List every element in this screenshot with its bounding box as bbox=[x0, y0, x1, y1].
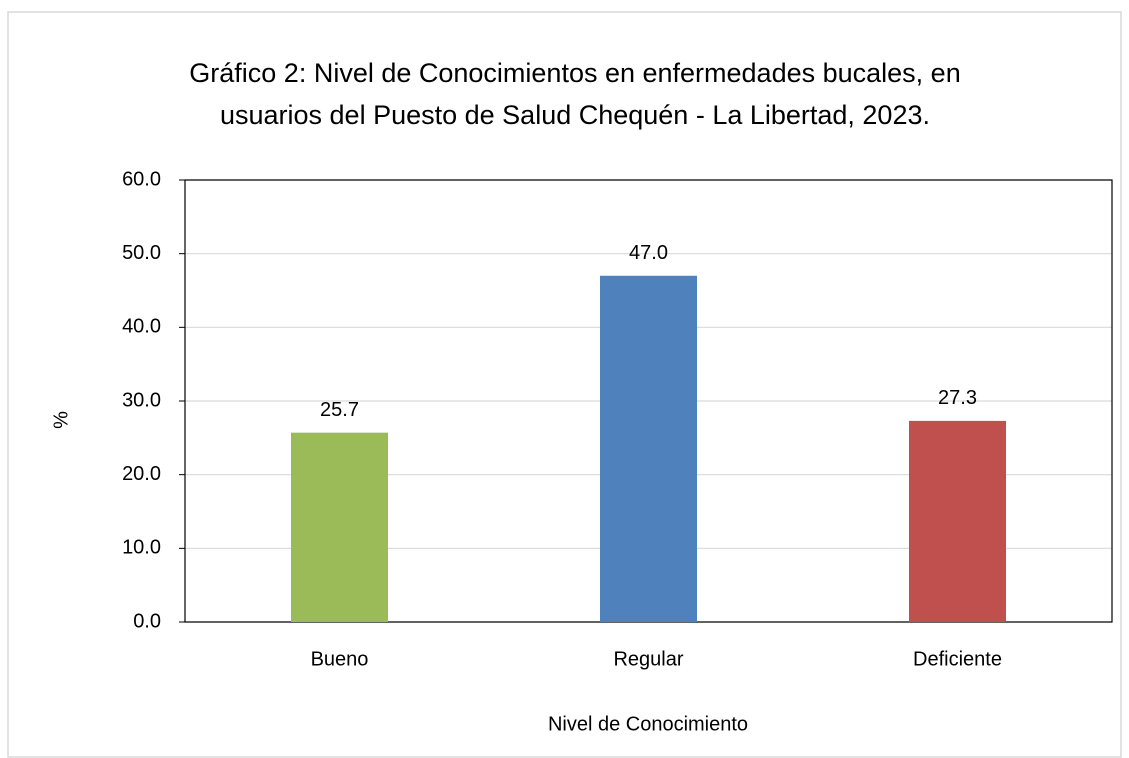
y-axis-title: % bbox=[50, 411, 72, 429]
y-tick-label: 20.0 bbox=[122, 463, 161, 485]
chart-border bbox=[7, 11, 1122, 758]
bar bbox=[599, 275, 698, 622]
x-tick-label: Regular bbox=[613, 648, 683, 670]
y-tick-label: 30.0 bbox=[122, 389, 161, 411]
bar bbox=[908, 420, 1007, 622]
chart-title: usuarios del Puesto de Salud Chequén - L… bbox=[220, 100, 930, 130]
data-label: 47.0 bbox=[629, 242, 668, 264]
y-tick-label: 60.0 bbox=[122, 168, 161, 190]
y-tick-label: 10.0 bbox=[122, 537, 161, 559]
data-label: 25.7 bbox=[320, 399, 359, 421]
chart-title: Gráfico 2: Nivel de Conocimientos en enf… bbox=[189, 58, 960, 88]
x-axis-title: Nivel de Conocimiento bbox=[548, 713, 748, 735]
x-tick-label: Deficiente bbox=[913, 648, 1002, 670]
data-label: 27.3 bbox=[938, 387, 977, 409]
y-tick-label: 0.0 bbox=[133, 610, 161, 632]
bar bbox=[290, 432, 389, 622]
y-tick-label: 50.0 bbox=[122, 242, 161, 264]
y-tick-label: 40.0 bbox=[122, 316, 161, 338]
x-tick-label: Bueno bbox=[311, 648, 369, 670]
